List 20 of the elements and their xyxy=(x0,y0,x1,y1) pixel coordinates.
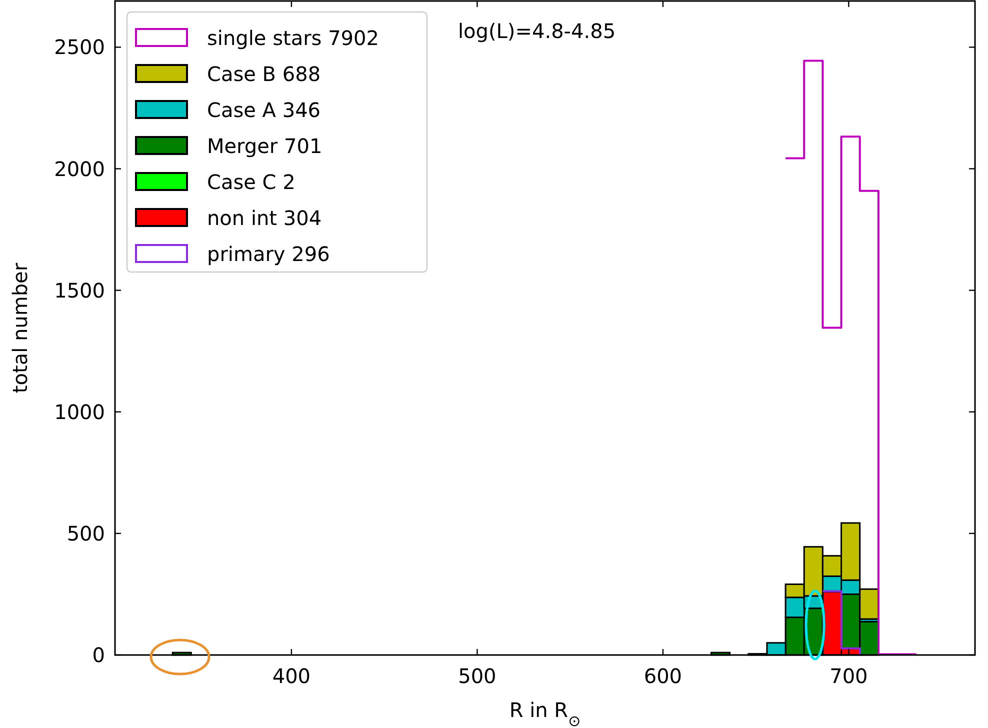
y-tick-label: 500 xyxy=(66,521,105,546)
legend-label: primary 296 xyxy=(207,242,330,266)
x-axis-title: R in R$_{⊙}$ xyxy=(509,698,581,728)
legend-label: Case B 688 xyxy=(207,62,321,86)
y-axis-title: total number xyxy=(8,262,32,394)
legend-label: Merger 701 xyxy=(207,134,322,158)
x-tick-label: 500 xyxy=(458,664,496,688)
y-tick-label: 1500 xyxy=(54,278,105,302)
x-tick-label: 400 xyxy=(272,664,311,688)
y-tick-label: 2500 xyxy=(54,35,105,60)
x-tick-label: 700 xyxy=(830,664,868,688)
y-tick-label: 2000 xyxy=(54,156,105,181)
annotation: log(L)=4.8-4.85 xyxy=(458,19,616,43)
y-tick-label: 0 xyxy=(92,643,105,667)
legend-label: non int 304 xyxy=(207,206,322,230)
x-tick-label: 600 xyxy=(644,664,682,688)
legend-label: Case C 2 xyxy=(207,170,296,194)
legend-label: Case A 346 xyxy=(207,98,321,122)
legend-label: single stars 7902 xyxy=(207,26,379,50)
y-tick-label: 1000 xyxy=(54,400,105,424)
